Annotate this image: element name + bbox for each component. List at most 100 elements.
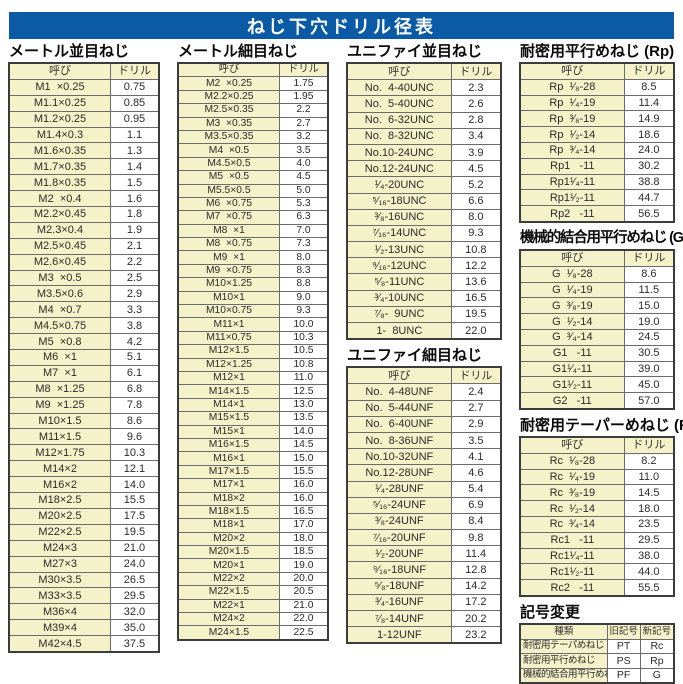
drill-value-cell: 11.4 (450, 545, 502, 563)
thread-name-cell: 機械的結合用平行めねじ (519, 667, 608, 684)
table-row: ⁵⁄₈-11UNC 13.6 (346, 273, 502, 291)
thread-name-cell: G ³⁄₄-14 (519, 328, 625, 346)
thread-name-cell: No. 4-40UNC (346, 79, 452, 97)
table-row: Rp ¹⁄₄-19 11.4 (519, 94, 675, 112)
table-row: M8 ×0.75 7.3 (177, 237, 329, 252)
drill-value-cell: 1.9 (109, 221, 160, 239)
table-row: M20×2.5 17.5 (8, 507, 160, 525)
table-row: M2.2×0.45 1.8 (8, 206, 160, 223)
drill-value-cell: 2.9 (109, 285, 160, 303)
drill-value-cell: 8.5 (623, 78, 675, 96)
thread-name-cell: 1-12UNF (346, 626, 452, 644)
drill-value-cell: 8.2 (623, 452, 675, 470)
header-row: 呼び ドリル (519, 62, 675, 80)
table-row: M20×2 18.0 (177, 531, 329, 547)
thread-name-cell: Rp1¹⁄₂-11 (519, 189, 625, 207)
column-header: ドリル (623, 62, 675, 80)
thread-name-cell: M1.8×0.35 (8, 174, 111, 192)
thread-name-cell: M15×1 (177, 424, 280, 439)
thread-name-cell: ³⁄₈-16UNC (346, 208, 452, 226)
table-row: M4 ×0.5 3.5 (177, 143, 329, 158)
column-header: 呼び (177, 62, 280, 78)
table-row: M4.5×0.75 3.8 (8, 317, 160, 335)
table-row: M15×1.5 13.5 (177, 411, 329, 426)
drill-value-cell: 11.0 (623, 468, 675, 486)
table-row: M3.5×0.35 3.2 (177, 129, 329, 145)
section-title-rp: 耐密用平行めねじ (Rp) (520, 43, 675, 60)
drill-value-cell: 39.0 (623, 360, 675, 378)
thread-name-cell: M1.4×0.3 (8, 126, 111, 144)
table-row: M2 ×0.25 1.75 (177, 76, 329, 91)
drill-value-cell: 13.0 (278, 397, 329, 413)
table-row: M18×2 16.0 (177, 491, 329, 506)
drill-value-cell: 15.5 (278, 464, 329, 480)
thread-name-cell: Rp ¹⁄₂-14 (519, 126, 625, 143)
drill-value-cell: 0.85 (109, 94, 160, 112)
thread-name-cell: 耐密用テーパめねじ (519, 638, 608, 655)
thread-name-cell: ⁷⁄₈- 9UNC (346, 305, 452, 324)
thread-name-cell: ⁷⁄₁₆-20UNF (346, 529, 452, 547)
table-row: M11×0.75 10.3 (177, 330, 329, 346)
drill-value-cell: 10.3 (278, 330, 329, 346)
thread-name-cell: M7 ×0.75 (177, 210, 280, 225)
thread-name-cell: M9 ×1.25 (8, 396, 111, 414)
drill-value-cell: 21.0 (278, 598, 329, 614)
section-title-unified-fine: ユニファイ細目ねじ (347, 347, 483, 365)
drill-value-cell: 13.5 (278, 411, 329, 426)
thread-name-cell: M22×1 (177, 598, 280, 614)
thread-name-cell: M4.5×0.5 (177, 156, 280, 172)
thread-name-cell: M2.5×0.35 (177, 103, 280, 118)
table-row: ¹⁄₂-20UNF 11.4 (346, 545, 502, 563)
thread-name-cell: Rp1 -11 (519, 157, 625, 175)
column-header: 呼び (8, 62, 111, 80)
drill-value-cell: 5.3 (278, 196, 329, 212)
thread-name-cell: No.12-24UNC (346, 160, 452, 178)
column-pipe-threads: 耐密用平行めねじ (Rp) 呼び ドリル Rp ¹⁄₈-28 8.5 Rp ¹⁄₄-19 1… (519, 42, 683, 684)
drill-value-cell: 6.1 (109, 364, 160, 382)
drill-value-cell: 12.2 (450, 257, 502, 275)
table-row: M2.6×0.45 2.2 (8, 253, 160, 271)
thread-name-cell: M12×1.75 (8, 444, 111, 462)
drill-value-cell: 10.8 (278, 357, 329, 372)
drill-value-cell: 18.0 (278, 531, 329, 547)
drill-value-cell: 57.0 (623, 392, 675, 410)
table-row: G2 -11 57.0 (519, 392, 675, 410)
drill-value-cell: 11.0 (278, 370, 329, 386)
drill-value-cell: 24.0 (109, 555, 160, 573)
thread-name-cell: G2 -11 (519, 392, 625, 410)
thread-name-cell: M22×2.5 (8, 523, 111, 541)
table-row: 1-12UNF 23.2 (346, 626, 502, 644)
table-row: M15×1 14.0 (177, 424, 329, 439)
drill-value-cell: 55.5 (623, 579, 675, 597)
drill-value-cell: 14.0 (278, 424, 329, 439)
drill-value-cell: Rc (639, 638, 675, 655)
thread-name-cell: G1 -11 (519, 344, 625, 362)
drill-value-cell: 1.95 (278, 89, 329, 105)
g-table: 呼び ドリル G ¹⁄₈-28 8.6 G ¹⁄₄-19 11.5 G ³⁄₈-19 15.0… (519, 248, 675, 410)
table-row: M10×1.5 8.6 (8, 412, 160, 430)
table-row: ⁷⁄₈- 9UNC 19.5 (346, 305, 502, 324)
drill-value-cell: 12.5 (278, 384, 329, 399)
drill-value-cell: 1.75 (278, 76, 329, 91)
table-row: ¹⁄₄-28UNF 5.4 (346, 480, 502, 498)
column-header: ドリル (623, 249, 675, 267)
drill-value-cell: 8.8 (278, 277, 329, 292)
unified-coarse-table: 呼び ドリル No. 4-40UNC 2.3 No. 5-40UNC 2.6 No. 6-3… (346, 62, 502, 341)
column-header: ドリル (278, 62, 329, 78)
section-title-symbol-change: 記号変更 (520, 603, 581, 621)
drill-value-cell: 5.1 (109, 349, 160, 366)
table-row: M1.1×0.25 0.85 (8, 94, 160, 112)
table-row: M16×2 14.0 (8, 476, 160, 494)
unified-fine-table: 呼び ドリル No. 4-48UNF 2.4 No. 5-44UNF 2.7 No. 6-4… (346, 366, 502, 645)
thread-name-cell: M10×1 (177, 290, 280, 306)
thread-name-cell: M16×1 (177, 451, 280, 466)
drill-value-cell: 9.6 (109, 428, 160, 446)
thread-name-cell: G ¹⁄₄-19 (519, 281, 625, 299)
thread-name-cell: M14×2 (8, 460, 111, 478)
thread-name-cell: M14×1.5 (177, 384, 280, 399)
drill-value-cell: 4.2 (109, 333, 160, 351)
table-row: M17×1.5 15.5 (177, 464, 329, 480)
table-row: G ³⁄₄-14 24.5 (519, 328, 675, 346)
drill-value-cell: 3.2 (278, 129, 329, 145)
